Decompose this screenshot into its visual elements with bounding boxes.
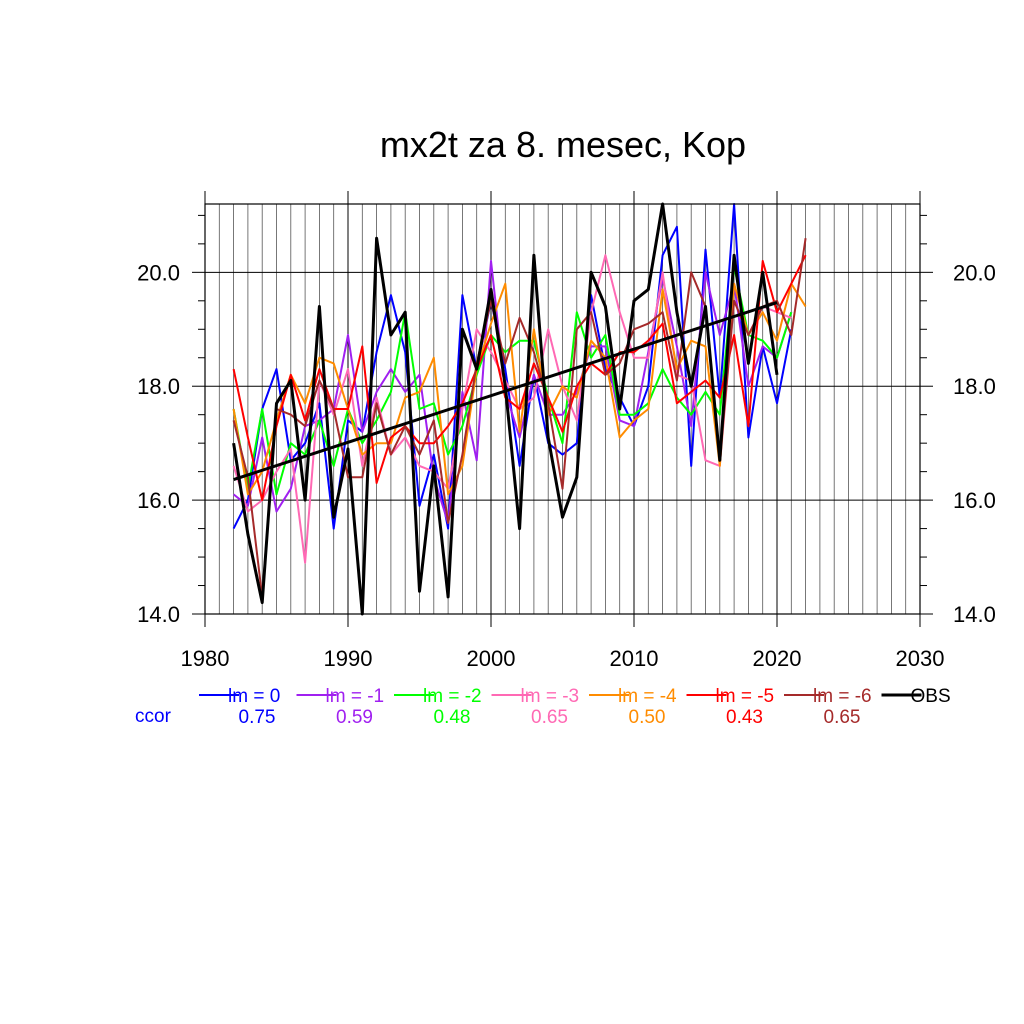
legend-label-4: lm = -4 <box>618 686 677 707</box>
x-tick-label: 2020 <box>753 646 802 671</box>
y-tick-label-right: 18.0 <box>953 374 996 399</box>
y-tick-label: 18.0 <box>137 374 180 399</box>
plot-frame <box>204 203 921 615</box>
legend-ccor-6: 0.65 <box>824 707 861 728</box>
legend-label-3: lm = -3 <box>521 686 580 707</box>
legend-label-5: lm = -5 <box>716 686 775 707</box>
series-layer <box>232 202 807 616</box>
series-line-2 <box>232 265 793 496</box>
y-tick-label-right: 14.0 <box>953 602 996 627</box>
legend-ccor-2: 0.48 <box>434 707 471 728</box>
x-tick-label: 2000 <box>467 646 516 671</box>
series-line-5 <box>232 254 807 502</box>
x-tick-label: 1990 <box>324 646 373 671</box>
legend-ccor-5: 0.43 <box>726 707 763 728</box>
legend-ccor-3: 0.65 <box>531 707 568 728</box>
x-tick-label: 1980 <box>181 646 230 671</box>
chart-title: mx2t za 8. mesec, Kop <box>380 124 746 165</box>
legend-label-2: lm = -2 <box>423 686 482 707</box>
y-tick-label: 14.0 <box>137 602 180 627</box>
legend-label-0: lm = 0 <box>228 686 280 707</box>
legend-label-7: OBS <box>911 686 951 707</box>
y-tick-label: 16.0 <box>137 488 180 513</box>
y-tick-label-right: 20.0 <box>953 260 996 285</box>
legend-label-1: lm = -1 <box>326 686 385 707</box>
legend-ccor-label: ccor <box>135 706 172 727</box>
series-line-3 <box>232 254 792 564</box>
legend-ccor-1: 0.59 <box>336 707 373 728</box>
series-line-1 <box>232 259 793 524</box>
series-line-7 <box>232 202 779 616</box>
axes: 14.0 14.0 16.0 16.0 18.0 18.0 20.0 20.0 1980 1990… <box>137 191 996 671</box>
legend-ccor-0: 0.75 <box>239 707 276 728</box>
legend-label-6: lm = -6 <box>813 686 872 707</box>
trend-line <box>233 301 778 482</box>
y-tick-label: 20.0 <box>137 260 180 285</box>
legend-ccor-4: 0.50 <box>629 707 666 728</box>
y-tick-label-right: 16.0 <box>953 488 996 513</box>
x-tick-label: 2010 <box>610 646 659 671</box>
x-tick-label: 2030 <box>896 646 945 671</box>
